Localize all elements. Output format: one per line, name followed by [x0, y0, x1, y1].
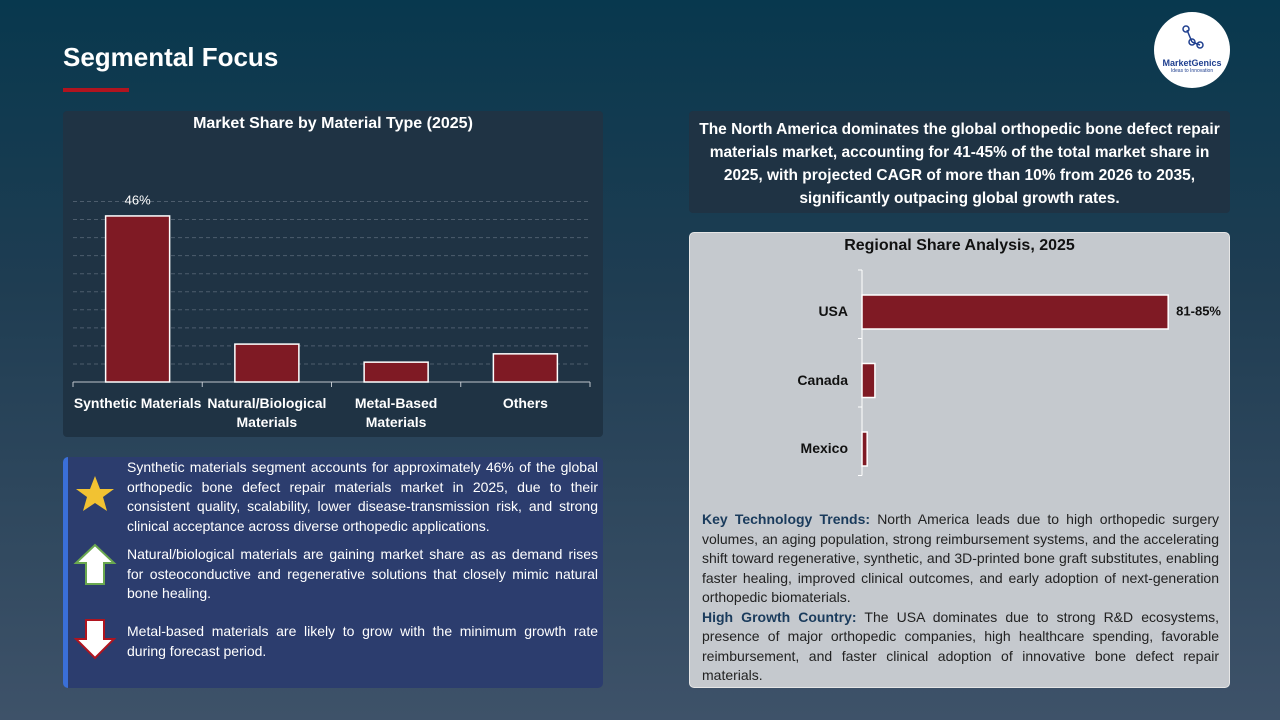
chart: 81-85% — [858, 269, 1221, 476]
y-tick-label: USA — [818, 303, 848, 319]
down-arrow-icon — [73, 619, 117, 660]
value-label: 46% — [125, 192, 151, 207]
trends: Key Technology Trends: North America lea… — [702, 510, 1219, 686]
trend-item: High Growth Country: The USA dominates d… — [702, 608, 1219, 686]
chart-title: Market Share by Material Type (2025) — [193, 115, 473, 132]
bar — [104, 215, 171, 383]
y-tick-label: Canada — [797, 371, 848, 388]
trend-item: Key Technology Trends: North America lea… — [702, 510, 1219, 608]
star-icon — [76, 476, 114, 511]
trend-label: Key Technology Trends: — [702, 511, 871, 527]
chart-panel: Market Share by Material Type (2025) 46%… — [63, 111, 603, 437]
insight-text: Metal-based materials are likely to grow… — [127, 623, 598, 659]
trend-text: North America leads due to high orthoped… — [702, 511, 1219, 605]
x-tick-label: Natural/Biological Materials — [207, 395, 327, 430]
trend-text: The USA dominates due to strong R&D ecos… — [702, 608, 1220, 684]
bar — [861, 294, 1169, 330]
x-tick-label: Synthetic Materials — [73, 395, 202, 411]
bar — [234, 343, 300, 383]
bar — [363, 361, 429, 383]
slide-title: Segmental Focus — [63, 42, 279, 72]
bar — [861, 362, 876, 399]
insight-text: Natural/biological materials are gaining… — [127, 546, 598, 601]
chart: 46% — [72, 192, 591, 387]
chart-panel: Regional Share Analysis, 2025 81-85% Key… — [689, 232, 1230, 688]
logo-icon — [1182, 25, 1204, 49]
value-label: 81-85% — [1176, 303, 1221, 318]
insights-panel: Synthetic materials segment accounts for… — [63, 457, 603, 688]
y-tick-label: Mexico — [800, 440, 848, 456]
chart-title: Regional Share Analysis, 2025 — [844, 237, 1075, 254]
x-tick-label: Others — [502, 395, 548, 411]
up-arrow-icon — [73, 543, 117, 585]
x-tick-label: Metal-Based Materials — [354, 395, 438, 430]
bar — [861, 431, 868, 467]
logo: MarketGenics Ideas to Innovation — [1154, 12, 1230, 88]
title-underline — [63, 88, 129, 92]
logo-name: MarketGenics — [1162, 58, 1222, 68]
bar — [492, 353, 559, 383]
trend-label: High Growth Country: — [702, 608, 857, 625]
summary-box: The North America dominates the global o… — [689, 111, 1230, 213]
insight-text: Synthetic materials segment accounts for… — [127, 459, 598, 534]
insight-icons — [73, 476, 117, 660]
logo-tagline: Ideas to Innovation — [1170, 68, 1214, 74]
